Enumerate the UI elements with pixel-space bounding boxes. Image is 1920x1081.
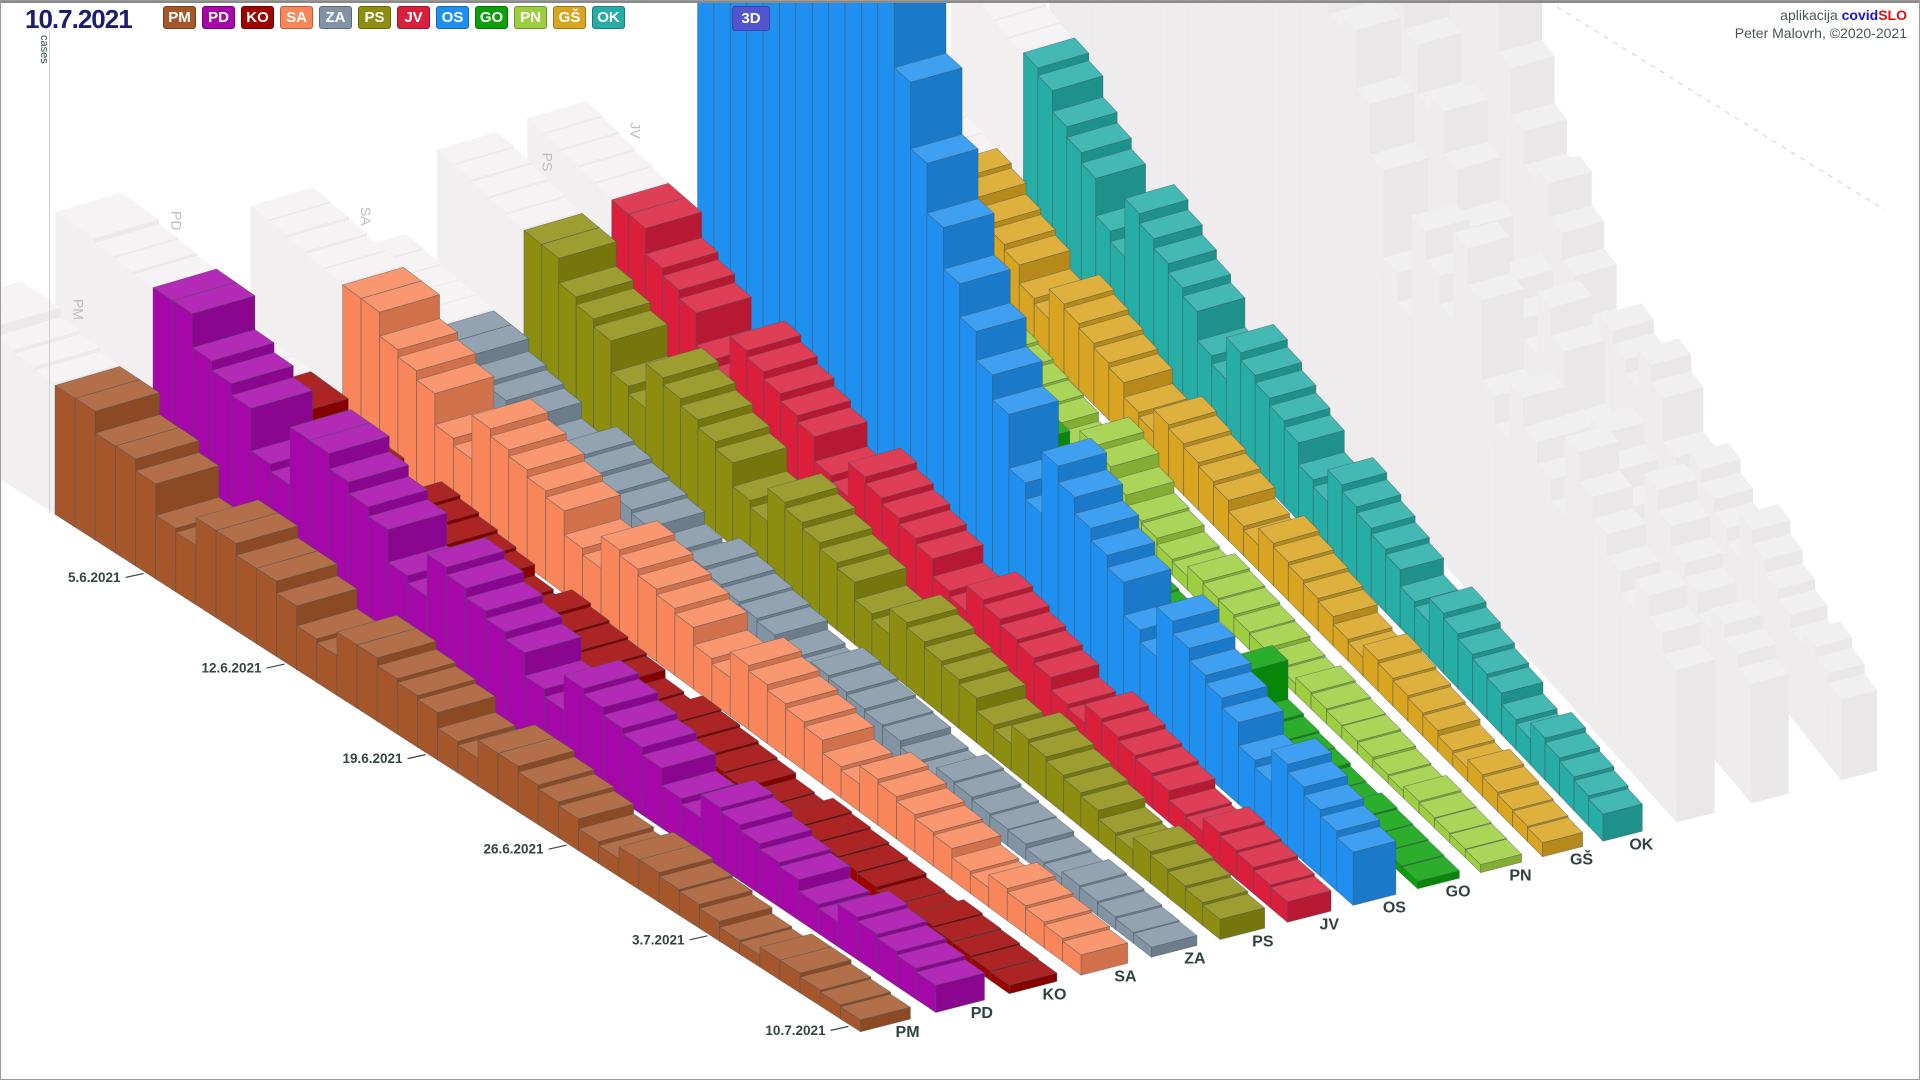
region-end-label-JV: JV xyxy=(1320,916,1340,933)
date-tick-label: 5.6.2021 xyxy=(68,570,121,585)
date-tick-mark xyxy=(125,572,144,579)
region-end-label-PD: PD xyxy=(971,1005,993,1022)
date-tick-label: 10.7.2021 xyxy=(765,1023,826,1038)
window-top-border xyxy=(1,1,1919,3)
region-end-label-GO: GO xyxy=(1446,883,1471,900)
dashed-guide-line xyxy=(1556,6,1886,211)
legend-chip-SA[interactable]: SA xyxy=(280,6,313,29)
legend-chip-OK[interactable]: OK xyxy=(592,6,625,29)
date-tick-label: 12.6.2021 xyxy=(202,661,263,676)
back-label-PS: PS xyxy=(540,153,556,172)
date-tick-mark xyxy=(407,754,426,760)
legend-chip-PD[interactable]: PD xyxy=(202,6,235,29)
date-tick-mark xyxy=(548,844,567,850)
legend-chip-OS[interactable]: OS xyxy=(436,6,469,29)
region-end-label-KO: KO xyxy=(1042,987,1066,1004)
back-label-PM: PM xyxy=(71,299,87,320)
back-label-JV: JV xyxy=(627,122,643,139)
back-label-SA: SA xyxy=(358,207,374,226)
region-end-label-PS: PS xyxy=(1252,933,1274,950)
legend-chip-PS[interactable]: PS xyxy=(358,6,391,29)
date-tick-mark xyxy=(689,935,708,941)
region-end-label-OK: OK xyxy=(1629,836,1653,853)
region-row-PM xyxy=(1,281,911,1033)
region-end-label-PM: PM xyxy=(896,1024,920,1041)
date-tick-label: 19.6.2021 xyxy=(342,751,403,766)
date-tick-mark xyxy=(266,663,285,669)
cases-axis-label: cases xyxy=(38,35,50,64)
date-tick-mark xyxy=(830,1025,849,1031)
legend-chip-PM[interactable]: PM xyxy=(163,6,196,29)
region-end-label-GŠ: GŠ xyxy=(1570,850,1593,869)
region-end-label-ZA: ZA xyxy=(1184,951,1206,968)
region-end-label-SA: SA xyxy=(1114,968,1137,985)
legend-chip-GO[interactable]: GO xyxy=(475,6,508,29)
view-3d-button[interactable]: 3D xyxy=(732,6,770,31)
background-row-silhouette-1 xyxy=(1049,1,1715,823)
region-end-label-OS: OS xyxy=(1383,900,1406,917)
date-tick-label: 26.6.2021 xyxy=(483,842,544,857)
region-row-OK xyxy=(950,1,1643,842)
legend-chip-GŠ[interactable]: GŠ xyxy=(553,6,586,29)
legend-chip-PN[interactable]: PN xyxy=(514,6,547,29)
region-row-OS xyxy=(697,1,1397,906)
region-end-label-PN: PN xyxy=(1509,867,1531,884)
back-label-PD: PD xyxy=(169,211,185,230)
region-legend: PM PD KO SA ZA PS JV OS GO PN GŠ OK xyxy=(163,6,625,29)
legend-chip-JV[interactable]: JV xyxy=(397,6,430,29)
date-tick-label: 3.7.2021 xyxy=(632,932,685,947)
legend-chip-KO[interactable]: KO xyxy=(241,6,274,29)
legend-chip-ZA[interactable]: ZA xyxy=(319,6,352,29)
region-row-SA xyxy=(250,187,1129,976)
